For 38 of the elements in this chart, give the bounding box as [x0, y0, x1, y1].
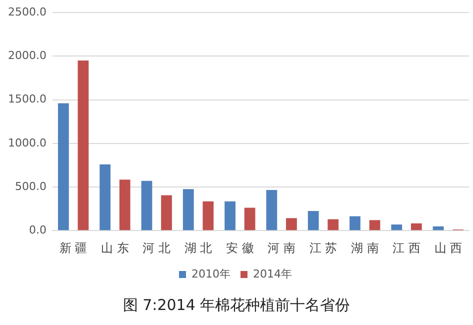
bar — [182, 189, 194, 230]
bar — [350, 216, 360, 230]
x-tick-label: 湖 北 — [184, 240, 212, 255]
legend-label: 2010年 — [192, 267, 231, 280]
x-tick-label: 山 西 — [434, 240, 462, 255]
y-tick-label: 1500.0 — [8, 92, 46, 106]
bar — [161, 195, 172, 230]
bar — [410, 223, 422, 230]
bar — [266, 190, 278, 230]
x-tick-label: 江 苏 — [309, 240, 338, 255]
bar — [119, 180, 130, 230]
x-tick-label: 山 东 — [101, 240, 129, 255]
x-tick-label: 湖 南 — [350, 240, 379, 255]
bar — [100, 164, 111, 230]
bar — [78, 60, 89, 230]
y-tick-label: 1000.0 — [8, 136, 46, 150]
y-tick-label: 2000.0 — [8, 49, 46, 62]
bar — [328, 219, 339, 230]
y-tick-label: 500.0 — [14, 180, 46, 193]
y-tick-label: 2500.0 — [8, 5, 46, 18]
bar — [202, 201, 214, 230]
x-tick-label: 江 西 — [392, 240, 420, 255]
x-tick-label: 新 疆 — [59, 240, 88, 255]
x-tick-label: 河 南 — [268, 240, 296, 255]
bar — [286, 218, 297, 230]
bar — [224, 201, 236, 230]
bar — [244, 208, 256, 230]
bar — [391, 224, 402, 230]
x-tick-label: 河 北 — [142, 240, 171, 255]
bar — [432, 226, 444, 230]
legend-label: 2014年 — [253, 267, 292, 280]
bar — [58, 103, 69, 230]
bar — [308, 210, 319, 230]
y-tick-label: 0.0 — [28, 223, 46, 236]
bar — [369, 220, 380, 230]
caption: 图 7:2014 年棉花种植前十名省份 — [122, 296, 352, 315]
x-tick-label: 安 徽 — [226, 240, 254, 255]
bar — [141, 180, 152, 230]
